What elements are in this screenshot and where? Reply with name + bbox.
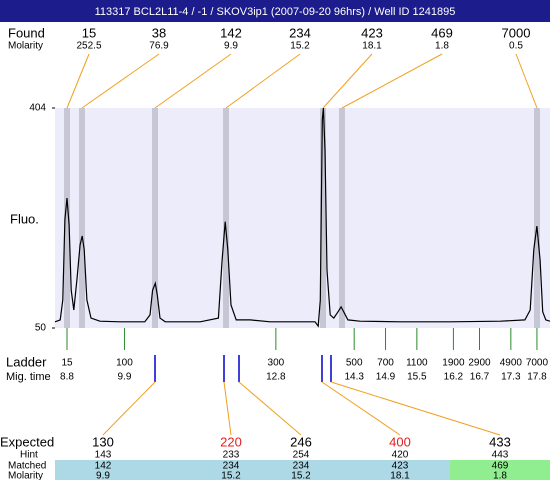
found-connector [225,53,301,109]
hint: 420 [392,450,409,461]
matched-cell [167,460,266,480]
ladder-size: 1100 [406,358,428,369]
ladder-time: 17.8 [527,372,547,383]
ladder-time: 12.8 [266,372,286,383]
expected-molarity: 9.9 [96,471,110,480]
peak-band [152,108,158,328]
ladder-size: 100 [116,358,133,369]
found-size: 15 [82,25,96,40]
hint: 143 [95,450,112,461]
y-label: Fluo. [10,211,39,226]
peak-band [79,108,85,328]
found-connector [515,53,538,109]
ladder-size: 4900 [500,358,523,369]
ladder-size: 500 [346,358,363,369]
matched-cell [450,460,550,480]
ladder-time: 16.2 [444,372,464,383]
found-size: 38 [152,25,166,40]
y-tick-label: 404 [29,103,46,114]
peak-band [534,108,540,328]
found-connector [66,53,90,109]
expected-connector [102,381,156,436]
ladder-size: 15 [61,358,73,369]
found-molarity: 15.2 [290,41,310,52]
hint: 443 [492,450,509,461]
trace [54,107,550,328]
expected-size: 220 [220,434,242,449]
matched-cell [266,460,350,480]
found-molarity: 18.1 [362,41,382,52]
expected-molarity: 15.2 [291,471,311,480]
expected-molarity: 1.8 [493,471,507,480]
expected-connector [238,381,302,436]
ladder-time: 8.8 [60,372,74,383]
found-molarity: 1.8 [435,41,449,52]
ladder-size: 300 [268,358,285,369]
ladder-label: Ladder [6,354,47,369]
hint-label: Hint [20,450,38,461]
found-size: 423 [361,25,383,40]
found-size: 234 [289,25,311,40]
found-size: 142 [220,25,242,40]
expected-size: 246 [290,434,312,449]
matched: 423 [392,461,409,472]
matched-cell [55,460,167,480]
found-connector [81,53,160,109]
matched-label: Matched [8,461,46,472]
found-molarity: 76.9 [149,41,169,52]
ladder-size: 7000 [526,358,549,369]
ladder-time: 9.9 [117,372,131,383]
ladder-time: 15.5 [407,372,427,383]
expected-label: Expected [0,434,54,449]
ladder-time: 14.9 [376,372,396,383]
matched: 469 [492,461,509,472]
peak-band [223,108,229,328]
peak-band [339,108,345,328]
title-bar [0,0,550,22]
plot-area [55,108,550,328]
y-tick-label: 50 [35,323,47,334]
matched-cell [350,460,450,480]
ladder-size: 1900 [442,358,465,369]
expected-connector [223,381,232,436]
expected-size: 433 [489,434,511,449]
matched: 234 [223,461,240,472]
ladder-size: 2900 [468,358,491,369]
expected-connector [330,381,501,436]
ladder-time: 16.7 [470,372,490,383]
peak-band [64,108,70,328]
found-molarity: 252.5 [76,41,101,52]
hint: 233 [223,450,240,461]
hint: 254 [293,450,310,461]
found-size: 469 [431,25,453,40]
found-molarity: 0.5 [509,41,523,52]
found-size: 7000 [502,25,531,40]
found-molarity: 9.9 [224,41,238,52]
expected-connector [321,381,401,436]
ladder-size: 700 [377,358,394,369]
mig-time-label: Mig. time [6,371,51,383]
title: 113317 BCL2L11-4 / -1 / SKOV3ip1 (2007-0… [95,6,456,18]
ladder-time: 17.3 [501,372,521,383]
expected-molarity-label: Molarity [8,471,43,480]
matched: 142 [95,461,112,472]
found-label: Found [8,25,45,40]
found-connector [322,53,373,109]
ladder-time: 14.3 [344,372,364,383]
expected-molarity: 18.1 [390,471,410,480]
expected-size: 400 [389,434,411,449]
matched: 234 [293,461,310,472]
found-connector [154,53,232,109]
expected-size: 130 [92,434,114,449]
expected-molarity: 15.2 [221,471,241,480]
peak-band [320,108,326,328]
found-molarity-label: Molarity [8,41,43,52]
found-connector [341,53,443,109]
